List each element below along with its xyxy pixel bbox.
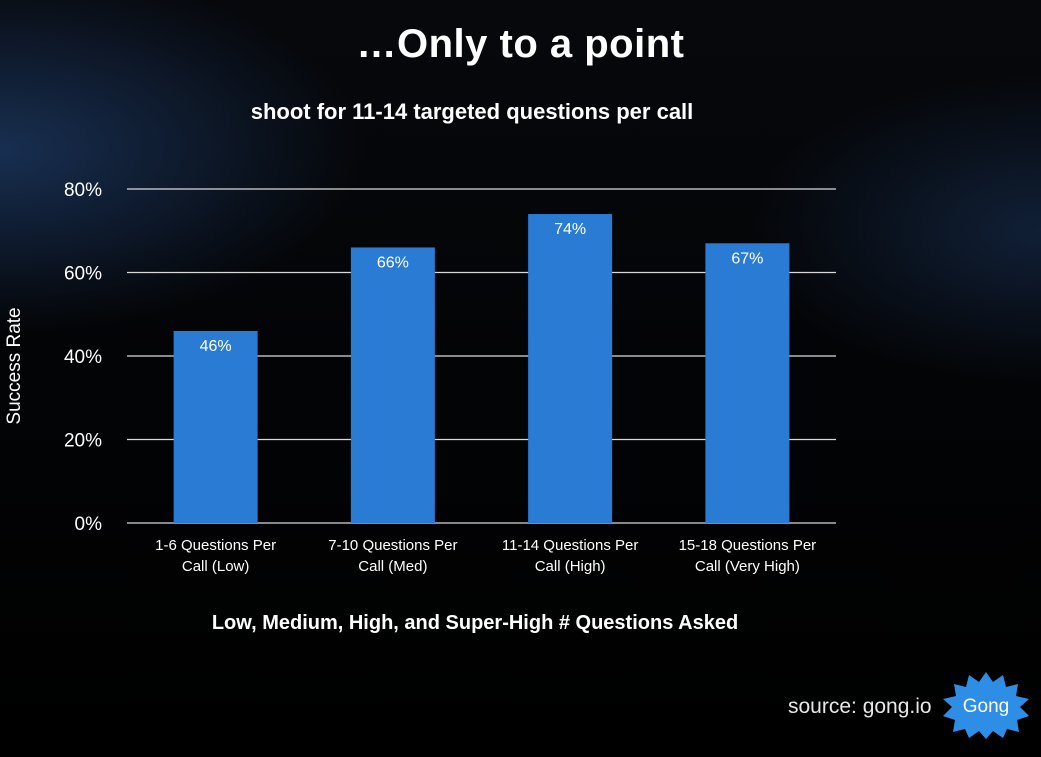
bar xyxy=(528,214,613,524)
page-title: …Only to a point xyxy=(356,22,685,66)
source-text: source: gong.io xyxy=(788,695,932,718)
bar xyxy=(705,243,790,523)
y-axis-label: Success Rate xyxy=(4,307,25,424)
chart-subtitle: shoot for 11-14 targeted questions per c… xyxy=(250,99,694,124)
logo-burst xyxy=(943,672,1029,739)
data-labels: 46% 66% 74% 67% xyxy=(200,221,764,355)
data-label: 46% xyxy=(200,338,232,355)
gong-logo-icon: Gong xyxy=(943,672,1029,739)
bars xyxy=(173,214,790,524)
y-tick-label: 0% xyxy=(75,514,103,535)
y-tick-label: 60% xyxy=(64,264,102,285)
x-axis-label: Low, Medium, High, and Super-High # Ques… xyxy=(211,612,739,634)
x-tick-label: Call (Very High) xyxy=(695,558,800,575)
x-tick-label: 15-18 Questions Per xyxy=(679,537,817,554)
bar xyxy=(173,330,258,523)
data-label: 66% xyxy=(377,254,409,271)
y-tick-label: 80% xyxy=(64,180,102,201)
bar xyxy=(350,247,435,523)
x-tick-label: Call (Med) xyxy=(358,558,427,575)
x-tick-label: 7-10 Questions Per xyxy=(328,537,457,554)
logo-text: Gong xyxy=(963,696,1009,717)
x-tick-label: 11-14 Questions Per xyxy=(502,537,638,554)
y-tick-label: 40% xyxy=(64,347,102,368)
data-label: 67% xyxy=(731,250,763,267)
x-tick-label: Call (High) xyxy=(535,558,606,575)
x-tick-labels: 1-6 Questions Per Call (Low) 7-10 Question… xyxy=(155,537,816,575)
y-tick-labels: 0% 20% 40% 60% 80% xyxy=(64,180,102,535)
data-label: 74% xyxy=(554,221,586,238)
y-tick-label: 20% xyxy=(64,431,102,452)
x-tick-label: Call (Low) xyxy=(182,558,250,575)
x-tick-label: 1-6 Questions Per xyxy=(155,537,276,554)
